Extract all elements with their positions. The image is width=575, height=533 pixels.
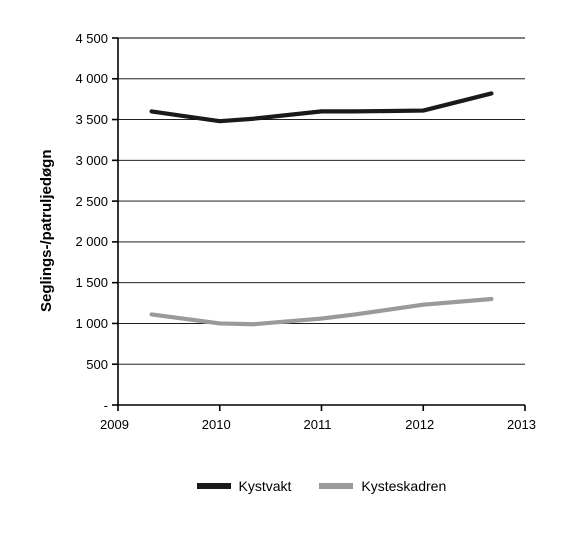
x-tick-label: 2013: [507, 417, 536, 432]
legend-swatch: [197, 483, 231, 489]
y-tick-label: -: [104, 398, 108, 413]
y-tick-label: 4 000: [75, 71, 108, 86]
y-tick-label: 3 000: [75, 153, 108, 168]
y-tick-label: 1 000: [75, 316, 108, 331]
chart-container: Seglings-/patruljedøgn -5001 0001 5002 0…: [0, 0, 575, 533]
legend-item: Kysteskadren: [319, 478, 446, 494]
y-tick-label: 2 500: [75, 194, 108, 209]
legend-swatch: [319, 483, 353, 489]
series-kysteskadren: [152, 299, 492, 324]
legend-label: Kystvakt: [239, 478, 292, 494]
series-kystvakt: [152, 93, 492, 121]
y-tick-label: 1 500: [75, 275, 108, 290]
x-tick-label: 2009: [100, 417, 129, 432]
legend-item: Kystvakt: [197, 478, 292, 494]
legend-label: Kysteskadren: [361, 478, 446, 494]
x-tick-label: 2011: [304, 417, 332, 432]
y-tick-label: 4 500: [75, 31, 108, 46]
legend: Kystvakt Kysteskadren: [197, 478, 447, 494]
x-tick-label: 2010: [202, 417, 231, 432]
y-tick-label: 3 500: [75, 112, 108, 127]
x-tick-label: 2012: [405, 417, 434, 432]
y-tick-label: 2 000: [75, 234, 108, 249]
y-tick-label: 500: [86, 357, 108, 372]
